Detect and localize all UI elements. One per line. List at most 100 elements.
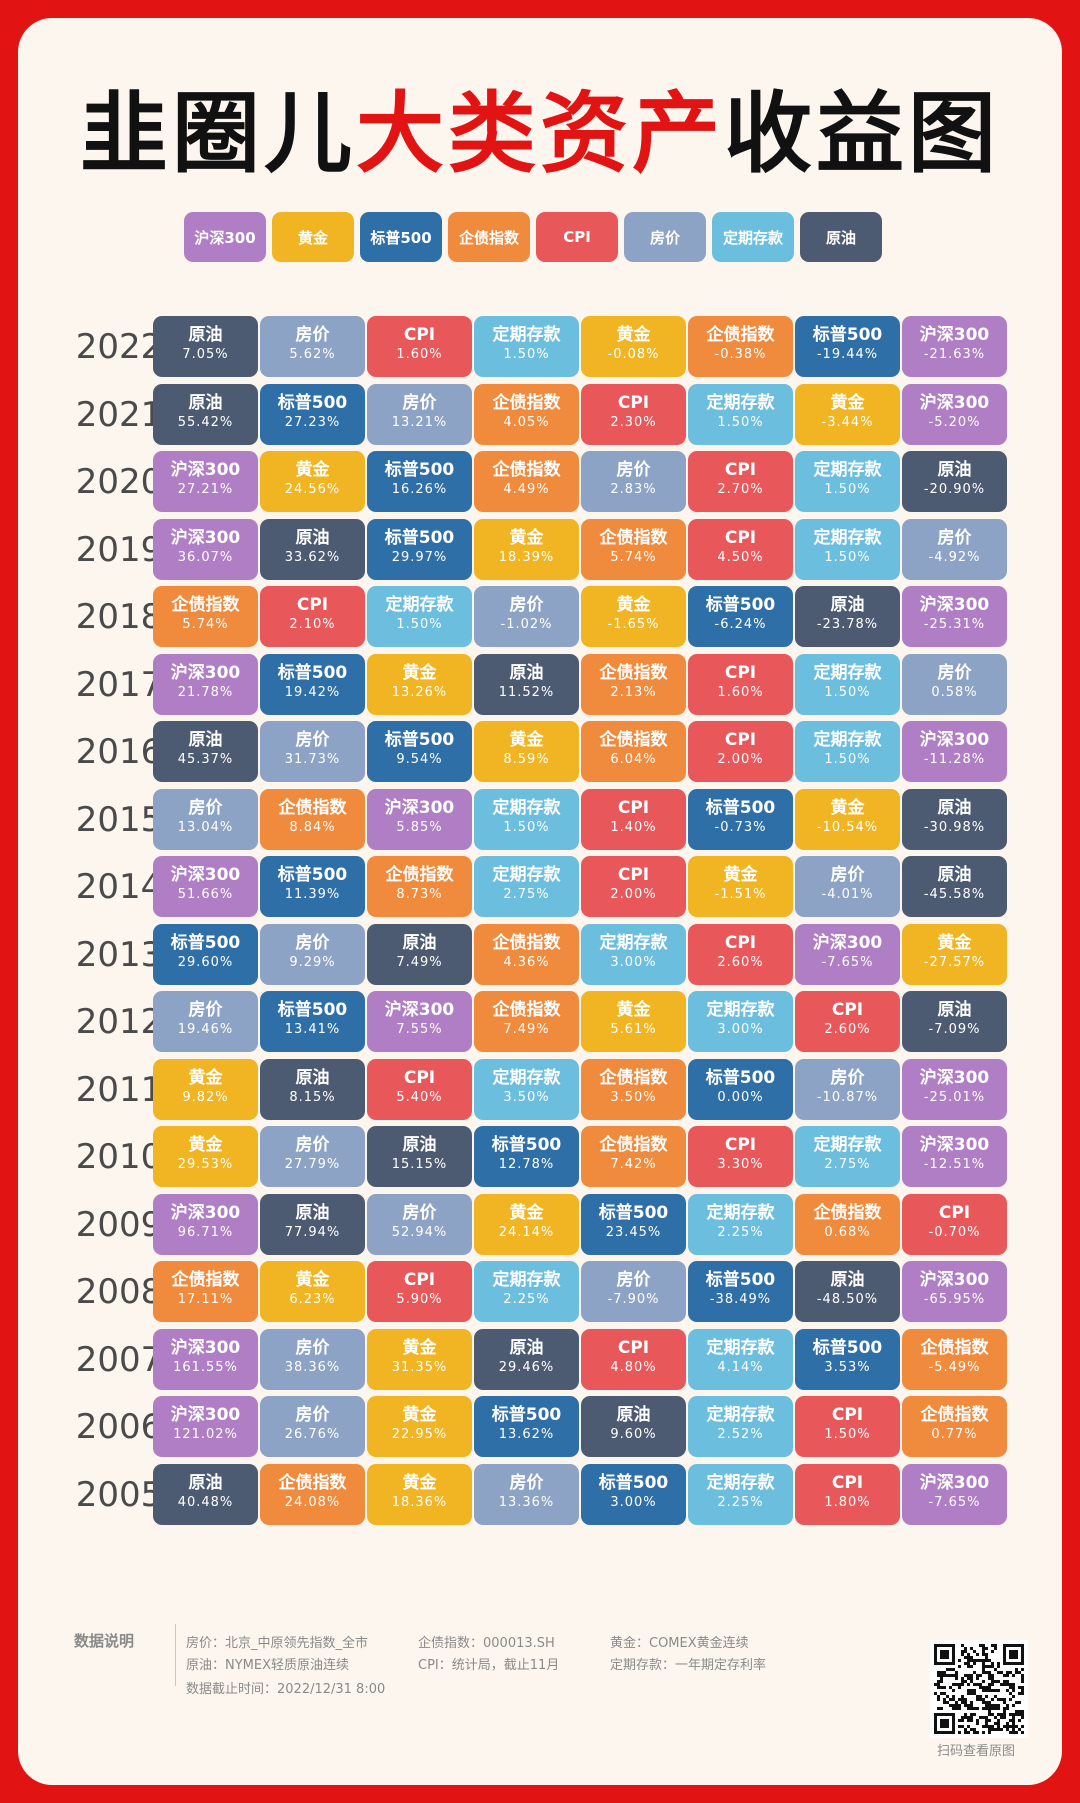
asset-return: 8.59% <box>503 752 550 767</box>
asset-return: 23.45% <box>605 1224 662 1240</box>
asset-cell: 标普500 0.00% <box>688 1058 793 1120</box>
asset-return: 0.77% <box>931 1427 978 1442</box>
asset-return: 11.52% <box>498 684 555 700</box>
asset-return: 2.25% <box>717 1224 764 1240</box>
asset-cell: 定期存款 2.25% <box>688 1193 793 1255</box>
asset-name: 黄金 <box>616 325 651 345</box>
asset-cell: 原油 55.42% <box>153 383 258 445</box>
asset-name: 沪深300 <box>919 1067 990 1088</box>
year-label: 2009 <box>75 1204 163 1245</box>
asset-name: 定期存款 <box>706 1202 775 1223</box>
asset-cell: 黄金 -1.51% <box>688 856 793 917</box>
asset-name: 沪深300 <box>170 662 241 683</box>
asset-name: 沪深300 <box>170 1202 241 1223</box>
asset-cell: 沪深300 96.71% <box>153 1193 258 1255</box>
asset-name: CPI <box>296 595 329 615</box>
asset-name: 原油 <box>937 797 972 818</box>
asset-name: 定期存款 <box>813 527 882 548</box>
asset-cell: 原油 -48.50% <box>795 1261 900 1322</box>
asset-return: 16.26% <box>391 482 448 497</box>
asset-return: 13.36% <box>498 1494 555 1510</box>
asset-return: 13.41% <box>284 1022 341 1037</box>
note-item: 数据截止时间：2022/12/31 8:00 <box>186 1682 386 1697</box>
asset-cell: 原油 11.52% <box>474 653 579 715</box>
qr-code[interactable] <box>930 1640 1028 1738</box>
asset-name: 沪深300 <box>919 392 990 413</box>
asset-return: 3.50% <box>610 1089 657 1105</box>
asset-cell: CPI 1.40% <box>581 788 686 850</box>
asset-return: -7.90% <box>607 1292 660 1307</box>
asset-cell: 标普500 -38.49% <box>688 1261 793 1322</box>
asset-name: 企债指数 <box>492 1000 561 1020</box>
asset-return: 27.23% <box>284 414 341 430</box>
asset-name: 企债指数 <box>171 1270 240 1290</box>
asset-return: 29.97% <box>391 549 448 565</box>
asset-return: 3.30% <box>717 1157 764 1172</box>
asset-cell: 原油 15.15% <box>367 1126 472 1187</box>
asset-name: CPI <box>724 662 757 683</box>
asset-return: 26.76% <box>284 1427 341 1442</box>
asset-return: 5.74% <box>182 617 229 632</box>
asset-cell: 原油 40.48% <box>153 1463 258 1525</box>
asset-cell: 定期存款 1.50% <box>795 451 900 512</box>
asset-return: 8.84% <box>289 819 336 835</box>
asset-return: 2.75% <box>824 1157 871 1172</box>
asset-return: 33.62% <box>284 549 341 565</box>
asset-cell: 黄金 -10.54% <box>795 788 900 850</box>
asset-cell: 黄金 6.23% <box>260 1261 365 1322</box>
asset-name: 标普500 <box>705 1067 776 1088</box>
asset-name: 黄金 <box>509 1202 544 1223</box>
asset-return: 29.53% <box>177 1157 234 1172</box>
asset-name: 黄金 <box>295 1270 330 1290</box>
asset-return: 9.29% <box>289 954 336 970</box>
asset-cell: 沪深300 -7.65% <box>795 923 900 985</box>
asset-return: 161.55% <box>173 1359 238 1375</box>
asset-name: 房价 <box>295 1337 330 1358</box>
legend-item: 房价 <box>624 212 706 262</box>
asset-return: -12.51% <box>923 1157 986 1172</box>
asset-name: 黄金 <box>723 865 758 885</box>
asset-return: 1.50% <box>396 617 443 632</box>
asset-return: 3.00% <box>610 1494 657 1510</box>
asset-cell: 沪深300 5.85% <box>367 788 472 850</box>
asset-cell: 定期存款 3.50% <box>474 1058 579 1120</box>
asset-return: 96.71% <box>177 1224 234 1240</box>
asset-name: 企债指数 <box>171 595 240 615</box>
asset-name: 沪深300 <box>919 325 990 345</box>
asset-return: 5.74% <box>610 549 657 565</box>
asset-return: -19.44% <box>816 347 879 362</box>
asset-cell: 原油 -30.98% <box>902 788 1007 850</box>
asset-name: CPI <box>617 1337 650 1358</box>
asset-cell: 沪深300 7.55% <box>367 991 472 1052</box>
year-label: 2006 <box>75 1407 163 1447</box>
asset-cell: 标普500 13.41% <box>260 991 365 1052</box>
asset-cell: 定期存款 4.14% <box>688 1328 793 1390</box>
asset-return: 27.79% <box>284 1157 341 1172</box>
asset-name: 原油 <box>616 1405 651 1425</box>
year-label: 2021 <box>75 394 163 435</box>
asset-name: 定期存款 <box>813 460 882 480</box>
asset-cell: 原油 77.94% <box>260 1193 365 1255</box>
asset-return: 40.48% <box>177 1494 234 1510</box>
asset-return: -10.54% <box>816 819 879 835</box>
asset-return: 21.78% <box>177 684 234 700</box>
asset-name: 企债指数 <box>492 392 561 413</box>
asset-return: -3.44% <box>821 414 874 430</box>
asset-return: -6.24% <box>714 617 767 632</box>
asset-cell: 定期存款 1.50% <box>688 383 793 445</box>
asset-name: CPI <box>724 460 757 480</box>
asset-name: 房价 <box>509 595 544 615</box>
year-label: 2012 <box>75 1002 163 1042</box>
asset-return: 5.85% <box>396 819 443 835</box>
asset-cell: CPI 2.00% <box>581 856 686 917</box>
asset-return: 24.08% <box>284 1494 341 1510</box>
asset-return: -4.92% <box>928 549 981 565</box>
asset-name: 黄金 <box>616 595 651 615</box>
asset-return: 7.42% <box>610 1157 657 1172</box>
asset-return: -20.90% <box>923 482 986 497</box>
asset-name: 房价 <box>937 527 972 548</box>
asset-return: 24.14% <box>498 1224 555 1240</box>
asset-cell: 标普500 27.23% <box>260 383 365 445</box>
asset-name: 沪深300 <box>170 865 241 885</box>
asset-cell: 原油 7.05% <box>153 316 258 377</box>
